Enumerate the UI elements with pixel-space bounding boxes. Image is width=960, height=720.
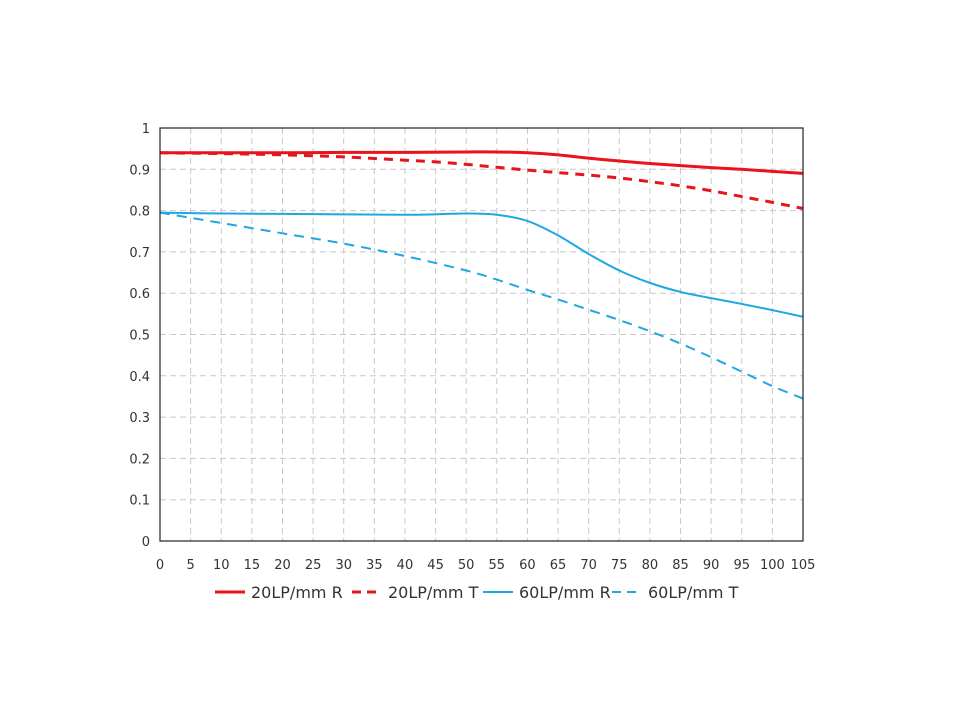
x-axis-ticks: 0 5 10 15 20 25 30 35 40 45 50 55 60 65 70 75 80 85 90 95 10… [156,558,816,573]
x-tick-label: 50 [458,558,475,573]
y-axis-ticks: 0 0.1 0.2 0.3 0.4 0.5 0.6 0.7 0.8 0.9 1 [129,122,150,550]
x-tick-label: 35 [366,558,383,573]
x-tick-label: 80 [642,558,659,573]
x-tick-label: 15 [244,558,261,573]
legend-label-2: 20LP/mm T [388,583,479,602]
x-tick-label: 65 [550,558,567,573]
x-tick-label: 100 [760,558,785,573]
x-tick-label: 60 [519,558,536,573]
y-tick-label: 0.5 [129,329,150,344]
legend-label-1: 20LP/mm R [251,583,343,602]
series-lines [159,150,804,400]
grid-lines [160,128,803,541]
x-tick-label: 70 [580,558,597,573]
series-line-2 [159,151,804,211]
x-tick-label: 5 [186,558,194,573]
x-tick-label: 20 [274,558,291,573]
y-tick-label: 0.9 [129,163,150,178]
y-tick-label: 0.8 [129,205,150,220]
x-tick-label: 10 [213,558,230,573]
legend: 20LP/mm R 20LP/mm T 60LP/mm R 60LP/mm T [215,583,739,602]
plot-border [159,127,804,542]
series-line-4 [159,211,804,400]
x-tick-label: 25 [305,558,322,573]
x-tick-label: 85 [672,558,689,573]
x-tick-label: 75 [611,558,628,573]
y-tick-label: 0 [142,535,150,550]
x-tick-label: 0 [156,558,164,573]
y-tick-label: 0.1 [129,494,150,509]
legend-label-3: 60LP/mm R [519,583,611,602]
x-tick-label: 55 [489,558,506,573]
x-tick-label: 95 [733,558,750,573]
y-tick-label: 0.7 [129,246,150,261]
y-tick-label: 0.4 [129,370,150,385]
x-tick-label: 40 [397,558,414,573]
x-tick-label: 105 [791,558,816,573]
series-line-1 [160,150,804,175]
y-tick-label: 0.3 [129,411,150,426]
y-tick-label: 1 [142,122,150,137]
y-tick-label: 0.6 [129,287,150,302]
y-tick-label: 0.2 [129,452,150,467]
legend-label-4: 60LP/mm T [648,583,739,602]
series-line-3 [159,211,804,318]
x-tick-label: 30 [335,558,352,573]
x-tick-label: 90 [703,558,720,573]
plot-frame [159,127,804,542]
x-tick-label: 45 [427,558,444,573]
